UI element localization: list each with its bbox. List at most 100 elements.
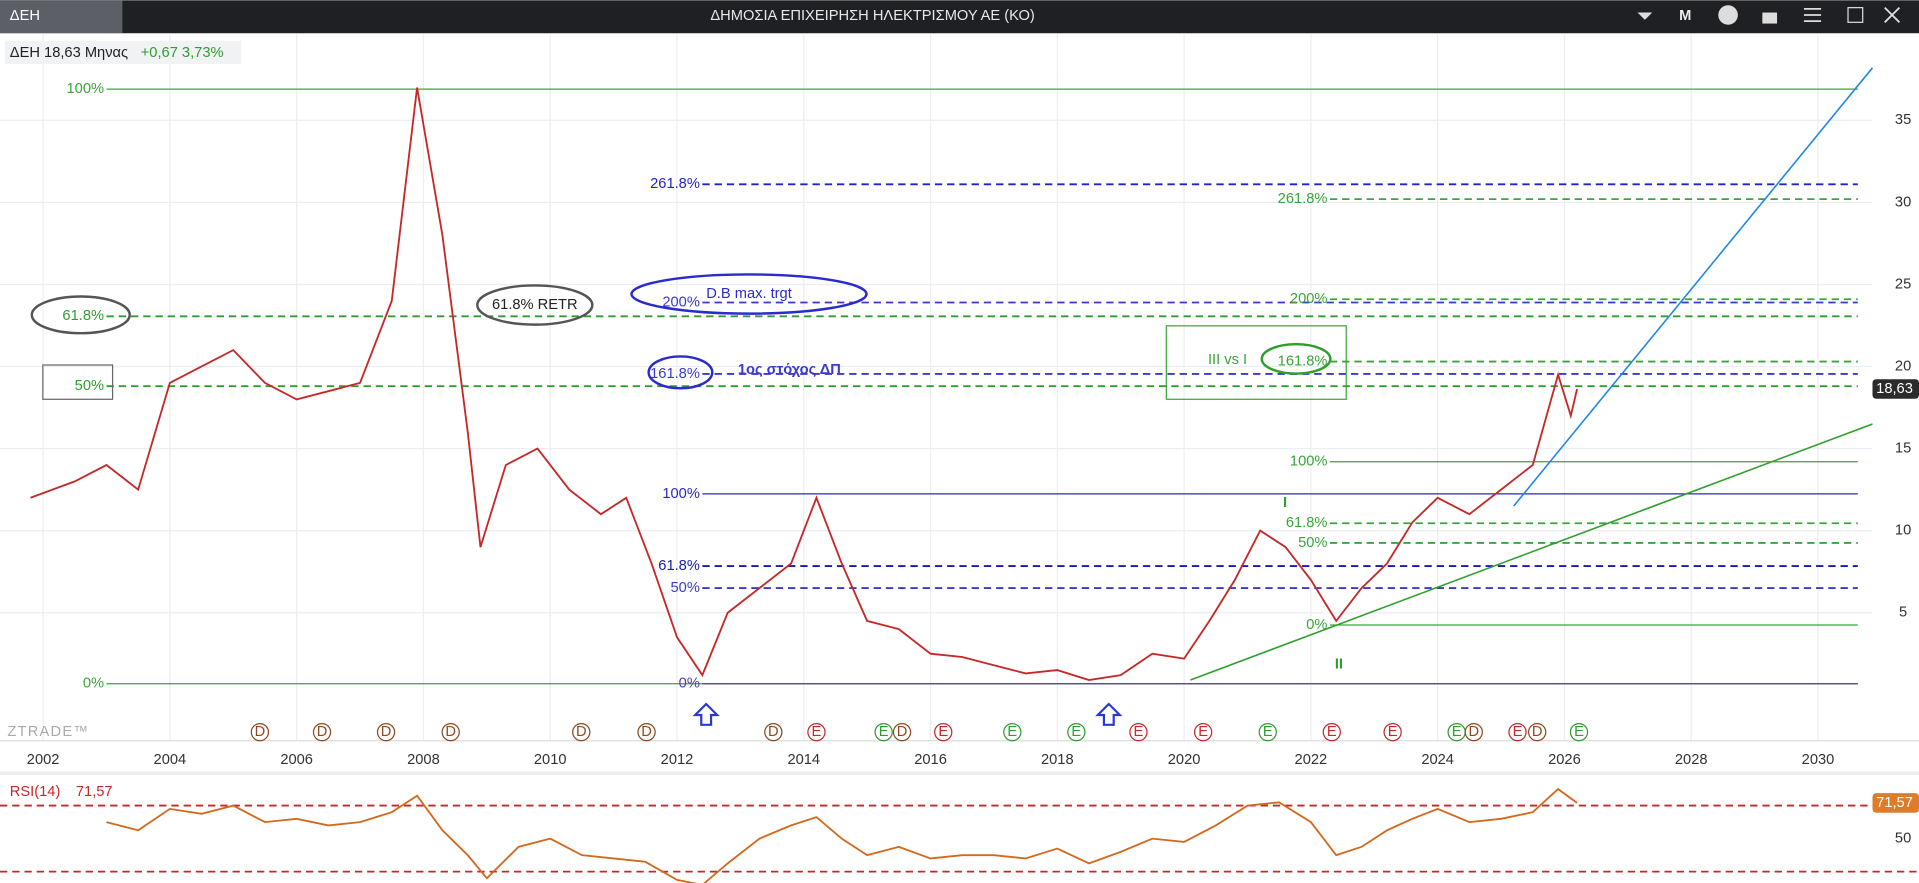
event-label: D bbox=[768, 724, 779, 740]
event-label: E bbox=[1513, 724, 1523, 740]
fib-label: 50% bbox=[671, 580, 700, 596]
x-tick-label: 2014 bbox=[787, 752, 820, 768]
fib-label: 161.8% bbox=[1278, 353, 1328, 369]
annotation: III vs I bbox=[1208, 352, 1247, 368]
event-marker bbox=[572, 722, 591, 742]
lock-icon[interactable] bbox=[1762, 12, 1778, 24]
x-tick-label: 2020 bbox=[1168, 752, 1201, 768]
watermark: ZTRADE™ bbox=[7, 724, 89, 740]
dropdown-icon[interactable] bbox=[1637, 12, 1653, 20]
annotation-ellipse bbox=[647, 355, 714, 390]
price-line bbox=[30, 87, 1578, 681]
event-marker bbox=[1193, 722, 1213, 742]
event-marker bbox=[1383, 722, 1402, 742]
event-marker bbox=[1464, 722, 1483, 742]
restore-icon[interactable] bbox=[1847, 7, 1864, 23]
x-tick-label: 2004 bbox=[154, 752, 187, 768]
event-marker bbox=[892, 722, 912, 742]
info-change: +0,67 3,73% bbox=[141, 45, 224, 61]
fib-label: 200% bbox=[1290, 291, 1328, 307]
panel-divider bbox=[0, 771, 1919, 775]
price-line bbox=[106, 787, 1578, 883]
fib-label: 50% bbox=[75, 378, 104, 394]
event-marker bbox=[1067, 722, 1086, 742]
up-arrow bbox=[692, 702, 720, 726]
event-label: E bbox=[1327, 724, 1337, 740]
event-label: D bbox=[445, 724, 456, 740]
annotation-ellipse bbox=[30, 295, 131, 335]
fib-label: 100% bbox=[1290, 454, 1328, 470]
up-arrow bbox=[1095, 702, 1123, 726]
event-label: D bbox=[897, 724, 908, 740]
annotation: I bbox=[1283, 495, 1287, 511]
event-marker bbox=[1258, 722, 1277, 742]
fib-label: 100% bbox=[662, 486, 700, 502]
event-label: D bbox=[381, 724, 392, 740]
quote-icon[interactable] bbox=[1718, 5, 1738, 25]
fib-label: 161.8% bbox=[650, 366, 700, 382]
list-icon[interactable] bbox=[1803, 7, 1822, 23]
annotation-box bbox=[1165, 325, 1347, 400]
fib-label: 200% bbox=[662, 294, 700, 310]
fib-label: 0% bbox=[1306, 617, 1327, 633]
x-tick-label: 2002 bbox=[27, 752, 60, 768]
info-bg bbox=[4, 40, 242, 64]
event-marker bbox=[1569, 722, 1589, 742]
last-price-label: 18,63 bbox=[1876, 381, 1913, 397]
rsi-title: RSI(14) bbox=[10, 784, 61, 800]
event-label: E bbox=[1452, 724, 1462, 740]
y-tick-label: 30 bbox=[1895, 194, 1911, 210]
trend-line bbox=[1513, 67, 1874, 507]
event-marker bbox=[1322, 722, 1341, 742]
event-label: D bbox=[1468, 724, 1479, 740]
event-label: D bbox=[576, 724, 587, 740]
y-tick-label: 5 bbox=[1899, 605, 1907, 621]
trend-line bbox=[1190, 423, 1873, 681]
x-tick-label: 2012 bbox=[661, 752, 694, 768]
annotation: 61.8% RETR bbox=[492, 297, 578, 313]
annotation-ellipse bbox=[476, 284, 594, 326]
menu-button[interactable]: M bbox=[1679, 8, 1691, 24]
annotation: D.B max. trgt bbox=[706, 286, 792, 302]
event-marker bbox=[441, 722, 460, 742]
event-marker bbox=[1508, 722, 1527, 742]
event-label: D bbox=[641, 724, 652, 740]
annotation: II bbox=[1335, 657, 1343, 673]
fib-label: 0% bbox=[679, 676, 700, 692]
event-marker bbox=[312, 722, 332, 742]
fib-label: 100% bbox=[67, 81, 105, 97]
x-tick-label: 2030 bbox=[1802, 752, 1835, 768]
annotation: 1ος στόχος ΔΠ bbox=[738, 362, 841, 378]
rsi-value: 71,57 bbox=[76, 784, 113, 800]
x-tick-label: 2028 bbox=[1675, 752, 1708, 768]
x-tick-label: 2010 bbox=[534, 752, 567, 768]
event-label: E bbox=[879, 724, 889, 740]
annotation-ellipse bbox=[630, 273, 868, 315]
fib-label: 0% bbox=[83, 676, 104, 692]
y-tick-label: 20 bbox=[1895, 358, 1911, 374]
annotation-box bbox=[42, 364, 114, 400]
event-marker bbox=[250, 722, 270, 742]
info-symbol: ΔΕΗ 18,63 Μηνας bbox=[10, 45, 128, 61]
x-tick-label: 2016 bbox=[914, 752, 947, 768]
y-tick-label: 10 bbox=[1895, 523, 1911, 539]
event-label: D bbox=[255, 724, 266, 740]
title-bar bbox=[0, 0, 1919, 34]
event-label: E bbox=[812, 724, 822, 740]
event-marker bbox=[1527, 722, 1547, 742]
tab[interactable] bbox=[0, 0, 123, 34]
x-tick-label: 2018 bbox=[1041, 752, 1074, 768]
event-label: D bbox=[1532, 724, 1543, 740]
fib-label: 261.8% bbox=[650, 176, 700, 192]
event-label: E bbox=[1134, 724, 1144, 740]
y-tick-label: 35 bbox=[1895, 112, 1911, 128]
event-marker bbox=[807, 722, 826, 742]
rsi-tick-label: 50 bbox=[1895, 830, 1911, 846]
y-tick-label: 25 bbox=[1895, 276, 1911, 292]
close-icon[interactable] bbox=[1884, 6, 1901, 23]
event-marker bbox=[376, 722, 396, 742]
tab-label[interactable]: ΔΕΗ bbox=[10, 8, 40, 24]
event-marker bbox=[764, 722, 783, 742]
event-marker bbox=[637, 722, 656, 742]
